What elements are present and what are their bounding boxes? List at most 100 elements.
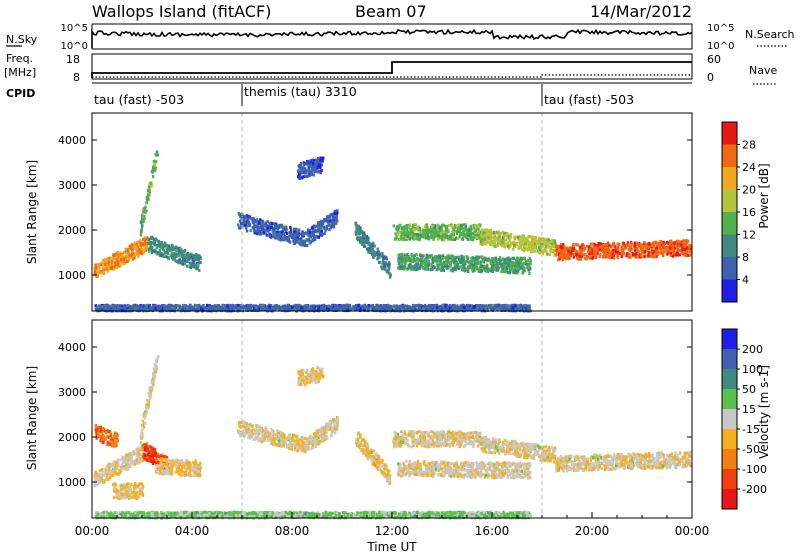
scatter-cell [413, 254, 416, 258]
scatter-cell [312, 224, 316, 228]
scatter-cell [305, 304, 309, 308]
scatter-cell [198, 261, 201, 264]
scatter-cell [270, 305, 274, 309]
scatter-cell [476, 224, 480, 228]
scatter-cell [424, 267, 427, 271]
scatter-cell [426, 231, 429, 235]
scatter-cell [489, 238, 492, 242]
scatter-cell [141, 249, 144, 253]
scatter-cell [421, 307, 425, 310]
scatter-cell [476, 258, 480, 262]
scatter-cell [123, 262, 126, 266]
scatter-cell [133, 241, 136, 245]
scatter-cell [308, 174, 311, 178]
scatter-cell [367, 250, 370, 254]
scatter-cell [174, 259, 177, 263]
scatter-cell [250, 217, 253, 221]
scatter-cell [253, 222, 256, 226]
scatter-cell [133, 256, 136, 260]
scatter-cell [415, 253, 418, 257]
scatter-cell [168, 248, 171, 252]
scatter-cell [668, 248, 672, 252]
scatter-cell [328, 219, 331, 223]
scatter-cell [559, 245, 563, 249]
scatter-cell [399, 259, 402, 263]
scatter-cell [378, 256, 381, 260]
scatter-cell [446, 265, 449, 269]
scatter-cell [223, 308, 226, 312]
scatter-cell [102, 259, 105, 263]
scatter-cell [147, 304, 150, 308]
scatter-cell [455, 261, 458, 265]
scatter-cell [470, 236, 473, 240]
scatter-cell [103, 262, 107, 266]
scatter-cell [94, 263, 97, 267]
scatter-cell [651, 242, 654, 246]
scatter-cell [601, 255, 605, 259]
scatter-cell [533, 236, 537, 240]
scatter-cell [119, 258, 122, 262]
scatter-cell [306, 160, 309, 163]
scatter-cell [468, 264, 471, 268]
scatter-cell [262, 231, 266, 235]
scatter-cell [625, 252, 629, 256]
scatter-cell [462, 257, 465, 261]
scatter-cell [440, 304, 443, 308]
scatter-cell [320, 233, 324, 237]
scatter-cell [179, 251, 182, 254]
scatter-cell [256, 232, 259, 236]
scatter-cell [407, 254, 410, 258]
scatter-cell [106, 307, 110, 311]
scatter-cell [106, 261, 109, 265]
scatter-cell [421, 232, 424, 236]
freq-trace [91, 61, 692, 78]
scatter-cell [257, 305, 261, 309]
scatter-cell [424, 308, 428, 312]
scatter-cell [331, 220, 334, 224]
scatter-cell [170, 245, 173, 249]
scatter-cell [528, 267, 532, 271]
scatter-cell [634, 255, 637, 259]
scatter-cell [344, 305, 347, 309]
scatter-cell [404, 305, 407, 309]
scatter-cell [97, 304, 100, 308]
scatter-cell [254, 308, 258, 312]
scatter-cell [434, 224, 437, 228]
scatter-cell [501, 258, 504, 262]
scatter-cell [448, 235, 451, 239]
scatter-cell [162, 255, 166, 258]
scatter-cell [369, 247, 372, 251]
scatter-cell [113, 255, 117, 259]
scatter-cell [633, 249, 637, 253]
scatter-cell [172, 256, 175, 260]
scatter-cell [324, 219, 327, 222]
scatter-cell [493, 236, 496, 240]
scatter-cell [662, 244, 665, 248]
scatter-cell [425, 223, 429, 227]
scatter-cell [472, 223, 475, 227]
scatter-cell [685, 239, 688, 243]
scatter-cell [417, 262, 420, 266]
scatter-cell [100, 271, 103, 275]
scatter-cell [456, 265, 459, 269]
scatter-cell [245, 229, 249, 233]
scatter-cell [471, 262, 474, 266]
scatter-cell [509, 261, 513, 265]
scatter-cell [328, 228, 331, 232]
scatter-cell [332, 219, 335, 222]
scatter-cell [118, 305, 121, 309]
scatter-cell [304, 231, 307, 235]
scatter-cell [470, 260, 474, 264]
scatter-cell [381, 259, 385, 263]
scatter-cell [557, 252, 561, 256]
scatter-cell [558, 257, 562, 261]
scatter-cell [550, 240, 553, 243]
scatter-cell [194, 252, 198, 256]
scatter-cell [579, 257, 583, 261]
scatter-cell [120, 254, 124, 257]
scatter-cell [95, 274, 98, 278]
scatter-cell [513, 270, 516, 274]
scatter-cell [637, 242, 640, 246]
scatter-cell [256, 218, 259, 222]
scatter-cell [475, 255, 478, 259]
